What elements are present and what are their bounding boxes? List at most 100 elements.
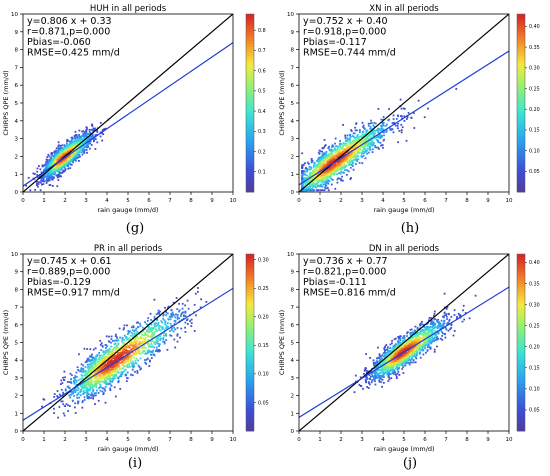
data-point bbox=[200, 298, 202, 301]
colorbar-segment bbox=[246, 79, 254, 83]
data-point bbox=[150, 323, 153, 326]
data-point bbox=[322, 154, 325, 157]
colorbar-segment bbox=[246, 85, 254, 89]
data-point bbox=[111, 380, 114, 383]
data-point bbox=[146, 334, 148, 336]
data-point bbox=[318, 180, 321, 183]
data-point bbox=[334, 168, 336, 171]
data-point bbox=[85, 370, 88, 373]
data-point bbox=[126, 371, 129, 374]
data-point bbox=[135, 337, 137, 340]
data-point bbox=[134, 344, 137, 347]
data-point bbox=[83, 152, 86, 154]
data-point bbox=[397, 127, 399, 130]
colorbar-segment bbox=[246, 171, 254, 175]
data-point bbox=[412, 112, 415, 114]
data-point bbox=[169, 330, 171, 332]
colorbar-segment bbox=[246, 150, 254, 154]
data-point bbox=[102, 358, 105, 361]
data-point bbox=[123, 342, 126, 345]
data-point bbox=[57, 159, 60, 161]
data-point bbox=[308, 168, 311, 171]
colorbar-segment bbox=[246, 120, 254, 125]
colorbar-segment bbox=[517, 138, 525, 142]
data-point bbox=[150, 353, 152, 356]
data-point bbox=[356, 135, 359, 138]
data-point bbox=[349, 136, 352, 138]
data-point bbox=[163, 319, 166, 322]
data-point bbox=[327, 164, 329, 167]
colorbar-segment bbox=[517, 85, 525, 89]
data-point bbox=[84, 131, 87, 134]
data-point bbox=[150, 340, 152, 343]
data-point bbox=[95, 386, 98, 389]
data-point bbox=[64, 162, 67, 165]
data-point bbox=[43, 169, 46, 172]
y-tick-label: 10 bbox=[11, 12, 18, 18]
data-point bbox=[346, 146, 348, 149]
data-point bbox=[135, 357, 138, 360]
data-point bbox=[125, 346, 127, 349]
y-tick-label: 8 bbox=[291, 48, 295, 54]
data-point bbox=[56, 176, 59, 179]
data-point bbox=[89, 384, 92, 386]
data-point bbox=[383, 138, 385, 141]
data-point bbox=[316, 189, 319, 192]
data-point bbox=[336, 148, 339, 151]
data-point bbox=[329, 171, 332, 174]
data-point bbox=[147, 352, 149, 354]
data-point bbox=[342, 151, 345, 153]
data-point bbox=[330, 160, 333, 162]
y-tick-label: 6 bbox=[15, 83, 19, 89]
colorbar-segment bbox=[246, 111, 254, 116]
data-point bbox=[86, 135, 88, 138]
data-point bbox=[46, 166, 49, 169]
colorbar-segment bbox=[246, 67, 254, 71]
x-tick-label: 8 bbox=[465, 198, 469, 204]
data-point bbox=[351, 163, 353, 166]
data-point bbox=[364, 157, 367, 160]
data-point bbox=[310, 158, 313, 160]
data-point bbox=[131, 344, 134, 346]
data-point bbox=[39, 189, 42, 192]
data-point bbox=[59, 394, 62, 397]
data-point bbox=[89, 360, 92, 363]
data-point bbox=[361, 149, 364, 152]
colorbar-segment bbox=[246, 168, 254, 172]
data-point bbox=[338, 159, 341, 162]
colorbar-segment bbox=[246, 103, 254, 107]
data-point bbox=[80, 151, 83, 154]
data-point bbox=[346, 169, 348, 171]
data-point bbox=[323, 139, 326, 141]
colorbar-tick-label: 0.1 bbox=[258, 170, 266, 176]
data-point bbox=[79, 141, 82, 144]
data-point bbox=[150, 357, 153, 359]
data-point bbox=[59, 158, 61, 161]
data-point bbox=[69, 167, 72, 169]
data-point bbox=[360, 155, 363, 157]
data-point bbox=[142, 346, 145, 349]
data-point bbox=[65, 146, 68, 149]
data-point bbox=[373, 125, 376, 128]
colorbar-segment bbox=[246, 126, 254, 131]
data-point bbox=[123, 324, 126, 327]
data-point bbox=[320, 171, 322, 174]
data-point bbox=[86, 348, 89, 350]
data-point bbox=[79, 146, 82, 149]
data-point bbox=[45, 161, 47, 163]
data-point bbox=[372, 129, 375, 132]
colorbar-segment bbox=[517, 183, 525, 187]
colorbar-segment bbox=[246, 55, 254, 59]
x-tick-label: 10 bbox=[506, 198, 513, 204]
data-point bbox=[370, 122, 373, 124]
data-point bbox=[149, 360, 151, 363]
data-point bbox=[348, 146, 351, 149]
data-point bbox=[377, 146, 380, 149]
x-tick-label: 2 bbox=[339, 198, 343, 204]
data-point bbox=[48, 158, 51, 161]
data-point bbox=[403, 115, 406, 118]
data-point bbox=[159, 339, 162, 342]
data-point bbox=[345, 142, 348, 145]
colorbar-segment bbox=[517, 123, 525, 128]
data-point bbox=[47, 173, 49, 176]
